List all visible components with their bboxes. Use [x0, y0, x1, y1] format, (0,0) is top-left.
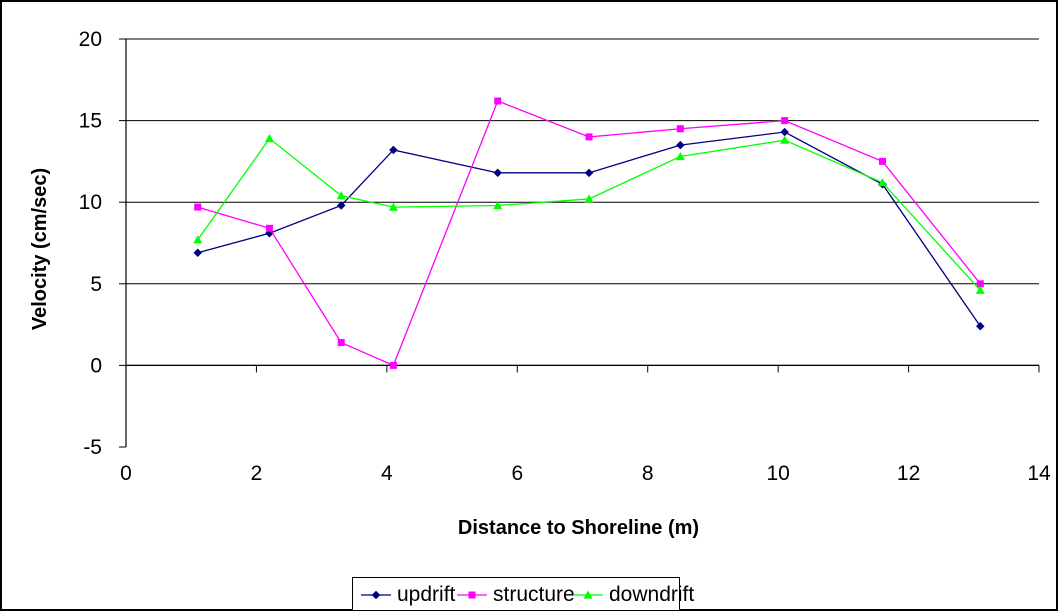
data-point-structure [337, 339, 345, 347]
data-point-updrift [675, 140, 685, 150]
data-point-downdrift [388, 202, 398, 211]
data-point-downdrift [877, 178, 887, 187]
legend-swatch-downdrift [569, 585, 607, 605]
data-point-structure [585, 133, 593, 141]
data-point-structure [976, 280, 984, 288]
y-tick-label: 10 [79, 191, 102, 214]
data-point-updrift [193, 248, 203, 258]
data-point-structure [265, 224, 273, 232]
series-line-structure [197, 100, 981, 367]
legend-marker-downdrift [583, 590, 593, 599]
data-point-structure [494, 97, 502, 105]
y-tick-label: -5 [83, 436, 102, 459]
series-line-updrift [197, 131, 981, 327]
legend-item-updrift: updrift [357, 578, 455, 612]
y-tick-label: 15 [79, 110, 102, 133]
legend-label-structure: structure [493, 583, 575, 606]
data-point-downdrift [336, 191, 346, 200]
data-point-downdrift [780, 135, 790, 144]
legend: updrift structure downdrift [352, 577, 694, 612]
x-tick-label: 2 [251, 462, 263, 485]
data-point-downdrift [193, 235, 203, 244]
x-axis-title: Distance to Shoreline (m) [458, 517, 699, 539]
legend-marker-structure [468, 591, 476, 599]
data-point-structure [878, 157, 886, 165]
series-line-downdrift [197, 137, 981, 291]
x-tick-label: 14 [1027, 462, 1051, 485]
data-point-downdrift [975, 285, 985, 294]
x-tick-label: 4 [381, 462, 393, 485]
data-point-downdrift [584, 194, 594, 203]
x-tick-label: 12 [897, 462, 920, 485]
data-point-updrift [336, 201, 346, 210]
legend-swatch-structure [453, 585, 491, 605]
y-tick-label: 5 [90, 273, 102, 296]
data-point-structure [194, 203, 202, 211]
data-point-updrift [975, 321, 985, 331]
y-axis-title: Velocity (cm/sec) [29, 168, 51, 330]
legend-item-downdrift: downdrift [569, 578, 694, 612]
legend-label-updrift: updrift [397, 583, 456, 606]
data-point-updrift [493, 168, 503, 178]
x-tick-label: 0 [120, 462, 132, 485]
data-point-downdrift [493, 200, 503, 210]
data-point-structure [676, 125, 684, 133]
y-tick-label: 0 [90, 354, 102, 377]
data-point-downdrift [675, 152, 685, 161]
data-point-updrift [780, 127, 790, 137]
legend-item-structure: structure [453, 578, 575, 612]
data-point-updrift [584, 168, 594, 178]
legend-swatch-updrift [357, 585, 395, 605]
x-tick-label: 6 [511, 462, 523, 485]
legend-marker-updrift [371, 590, 381, 600]
y-tick-label: 20 [79, 28, 102, 51]
x-tick-label: 8 [642, 462, 654, 485]
x-tick-label: 10 [766, 462, 789, 485]
data-point-structure [781, 117, 789, 125]
data-point-updrift [389, 145, 398, 155]
data-point-structure [389, 361, 397, 369]
data-point-downdrift [264, 134, 274, 143]
legend-label-downdrift: downdrift [609, 583, 695, 606]
